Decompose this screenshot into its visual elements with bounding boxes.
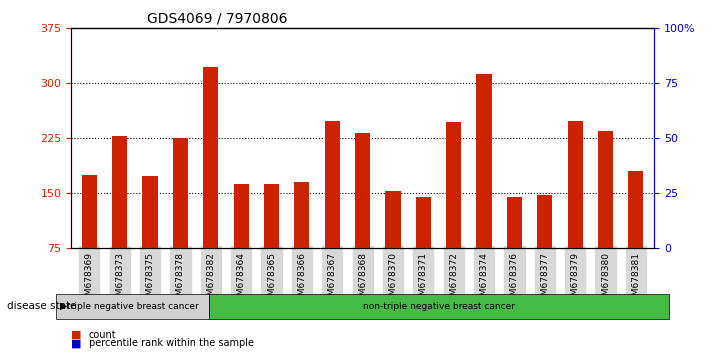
Bar xyxy=(142,176,158,248)
Text: ▶: ▶ xyxy=(60,301,68,311)
Bar xyxy=(507,196,522,248)
Bar xyxy=(476,74,492,248)
Bar xyxy=(294,182,309,248)
Bar xyxy=(233,184,249,248)
Bar xyxy=(629,171,643,248)
Text: percentile rank within the sample: percentile rank within the sample xyxy=(89,338,254,348)
Text: disease state: disease state xyxy=(7,301,77,311)
Bar xyxy=(446,122,461,248)
Text: ■: ■ xyxy=(71,330,82,339)
Bar xyxy=(173,138,188,248)
Bar xyxy=(416,196,431,248)
Text: ■: ■ xyxy=(71,338,82,348)
Bar xyxy=(82,175,97,248)
Bar xyxy=(567,121,583,248)
Bar xyxy=(325,121,340,248)
Bar xyxy=(264,184,279,248)
Bar xyxy=(355,133,370,248)
Text: triple negative breast cancer: triple negative breast cancer xyxy=(67,302,198,311)
Bar xyxy=(598,131,613,248)
Bar xyxy=(538,195,552,248)
Bar xyxy=(203,67,218,248)
Bar xyxy=(385,192,400,248)
Text: GDS4069 / 7970806: GDS4069 / 7970806 xyxy=(147,12,287,26)
Bar xyxy=(112,136,127,248)
Text: non-triple negative breast cancer: non-triple negative breast cancer xyxy=(363,302,515,311)
Text: count: count xyxy=(89,330,117,339)
